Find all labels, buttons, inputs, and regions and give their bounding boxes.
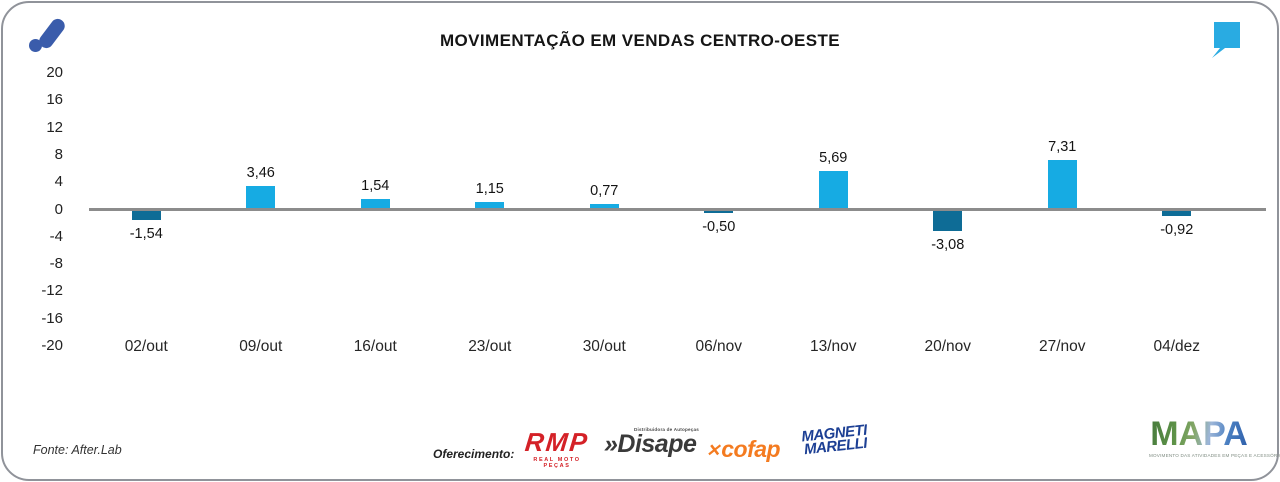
value-label-30/out: 0,77 <box>590 183 619 200</box>
disape-logo-subtitle: Distribuidora de Autopeças <box>634 427 700 432</box>
bar-16/out <box>360 198 390 210</box>
bar-06/nov <box>704 209 734 213</box>
value-label-02/out: -1,54 <box>129 226 163 242</box>
bar-13/nov <box>818 170 848 210</box>
mapa-logo-subtitle: MOVIMENTO DAS ATIVIDADES EM PEÇAS E ACES… <box>1149 453 1280 458</box>
rmp-logo-subtitle: REAL MOTO PEÇAS <box>533 457 581 469</box>
cofap-logo-text: cofap <box>721 436 781 462</box>
y-tick-label: 12 <box>46 118 63 136</box>
cofap-x-icon: ✕ <box>706 441 721 460</box>
x-tick-label-02/out: 02/out <box>124 338 168 355</box>
x-tick-label-27/nov: 27/nov <box>1038 338 1086 355</box>
mapa-logo: MAPA MOVIMENTO DAS ATIVIDADES EM PEÇAS E… <box>1149 415 1280 458</box>
y-tick-label: -16 <box>41 309 63 327</box>
quote-icon <box>1212 22 1240 58</box>
y-tick-label: -4 <box>49 227 63 245</box>
value-label-04/dez: -0,92 <box>1160 221 1194 238</box>
bar-20/nov <box>933 209 963 231</box>
value-label-23/out: 1,15 <box>475 180 504 197</box>
zero-axis-line <box>89 208 1266 211</box>
y-tick-label: 20 <box>46 64 63 81</box>
x-tick-label-09/out: 09/out <box>239 338 283 355</box>
x-tick-label-04/dez: 04/dez <box>1153 338 1201 355</box>
y-tick-label: 8 <box>54 145 63 163</box>
x-tick-label-30/out: 30/out <box>582 338 626 355</box>
x-tick-label-16/out: 16/out <box>353 338 397 355</box>
y-tick-label: -12 <box>41 282 63 300</box>
value-label-09/out: 3,46 <box>246 164 275 181</box>
y-tick-label: 16 <box>46 91 63 109</box>
x-tick-label-06/nov: 06/nov <box>695 338 743 355</box>
magneti-marelli-logo: MAGNETI MARELLI <box>801 422 869 459</box>
cofap-logo: ✕cofap <box>706 436 781 463</box>
sponsor-label: Oferecimento: <box>433 447 515 461</box>
disape-logo: Distribuidora de Autopeças »Disape <box>604 427 700 458</box>
value-label-20/nov: -3,08 <box>931 236 965 253</box>
disape-chevrons: » <box>604 430 618 458</box>
y-tick-label: 4 <box>54 173 63 191</box>
y-tick-label: -8 <box>49 255 63 273</box>
y-tick-label: 0 <box>54 200 63 218</box>
value-label-27/nov: 7,31 <box>1048 138 1077 155</box>
plot-area: -1,54 02/out 3,46 09/out 1,54 16/out 1,15 23/ou… <box>89 73 1266 368</box>
x-tick-label-20/nov: 20/nov <box>924 338 972 355</box>
chart-title: MOVIMENTAÇÃO EM VENDAS CENTRO-OESTE <box>440 31 840 50</box>
afterlab-logo-dot <box>29 39 42 52</box>
x-tick-label-13/nov: 13/nov <box>809 338 857 355</box>
source-note: Fonte: After.Lab <box>33 443 122 457</box>
marelli-line: MARELLI <box>803 434 868 459</box>
bar-30/out <box>589 204 619 210</box>
mapa-logo-text: MAPA <box>1150 415 1248 453</box>
bar-23/out <box>475 201 505 210</box>
y-tick-label: -20 <box>41 337 63 354</box>
y-axis: 20 16 12 8 4 0 -4 -8 -12 -16 -20 <box>21 64 63 354</box>
bar-27/nov <box>1047 159 1077 210</box>
disape-logo-text: »Disape <box>604 430 697 458</box>
bar-09/out <box>246 185 276 210</box>
value-label-16/out: 1,54 <box>361 177 390 194</box>
rmp-logo-text: RMP <box>523 427 591 457</box>
bar-04/dez <box>1162 209 1192 216</box>
rmp-logo: RMP REAL MOTO PEÇAS <box>520 427 594 469</box>
afterlab-logo-icon <box>28 15 74 55</box>
x-tick-label-23/out: 23/out <box>468 338 512 355</box>
bar-02/out <box>131 209 161 220</box>
value-label-06/nov: -0,50 <box>702 218 736 235</box>
value-label-13/nov: 5,69 <box>819 149 848 166</box>
